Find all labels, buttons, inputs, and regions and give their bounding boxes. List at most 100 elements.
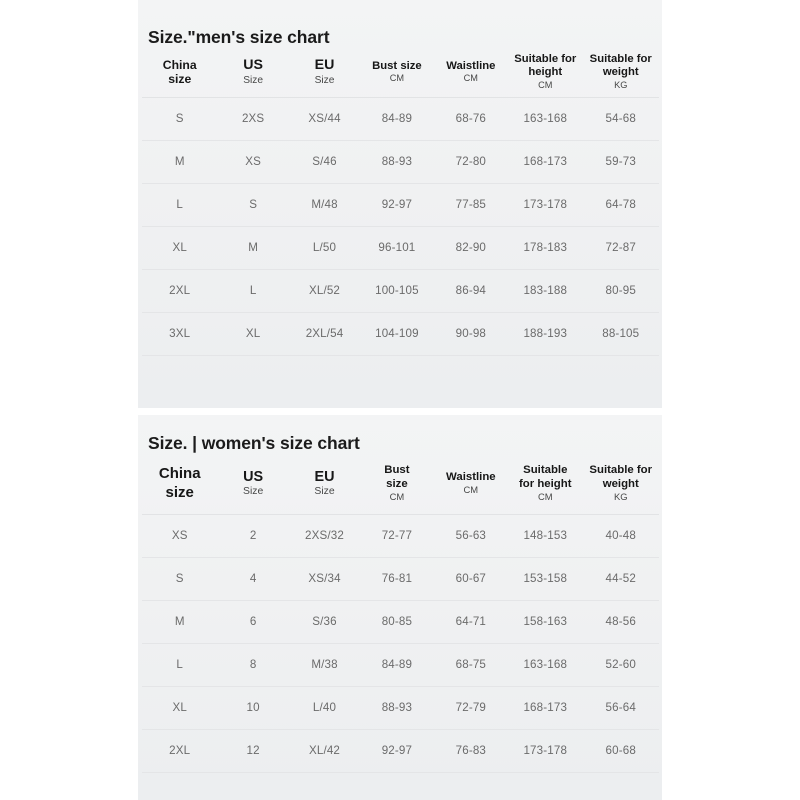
column-header-eu-size: EU Size <box>288 454 361 515</box>
cell-bust-size: 104-109 <box>360 312 434 356</box>
cell-us-size: 10 <box>217 686 289 730</box>
cell-suitable-for-weight: 52-60 <box>582 643 659 687</box>
cell-waistline: 72-79 <box>433 686 509 730</box>
cell-eu-size: XS/44 <box>288 97 361 141</box>
cell-china-size: XS <box>142 514 218 558</box>
table-row: XL M L/50 96-101 82-90 178-183 72-87 <box>142 226 659 270</box>
column-header-bust-size: Bust size CM <box>360 454 434 515</box>
cell-suitable-for-height: 168-173 <box>508 686 583 730</box>
cell-suitable-for-height: 188-193 <box>508 312 583 356</box>
column-header-eu-size: EU Size <box>288 48 361 98</box>
column-header-suitable-for-weight: Suitable for weight KG <box>582 454 659 515</box>
cell-china-size: L <box>142 183 218 227</box>
cell-bust-size: 72-77 <box>360 514 434 558</box>
cell-waistline: 82-90 <box>433 226 509 270</box>
cell-bust-size: 80-85 <box>360 600 434 644</box>
cell-suitable-for-height: 178-183 <box>508 226 583 270</box>
cell-waistline: 68-76 <box>433 97 509 141</box>
table-row: 2XL L XL/52 100-105 86-94 183-188 80-95 <box>142 269 659 313</box>
womens-table-body: XS 2 2XS/32 72-77 56-63 148-153 40-48 S 4 XS/34 76… <box>142 514 659 773</box>
table-row: XL 10 L/40 88-93 72-79 168-173 56-64 <box>142 686 659 730</box>
cell-bust-size: 92-97 <box>360 729 434 773</box>
table-row: S 4 XS/34 76-81 60-67 153-158 44-52 <box>142 557 659 601</box>
mens-size-table: China size US Size EU Size Bust size CM … <box>142 48 659 356</box>
cell-us-size: S <box>217 183 289 227</box>
cell-eu-size: L/50 <box>288 226 361 270</box>
cell-us-size: 12 <box>217 729 289 773</box>
cell-eu-size: XS/34 <box>288 557 361 601</box>
cell-bust-size: 92-97 <box>360 183 434 227</box>
column-header-waistline: Waistline CM <box>433 48 509 98</box>
column-header-waistline: Waistline CM <box>433 454 509 515</box>
cell-bust-size: 88-93 <box>360 686 434 730</box>
cell-suitable-for-weight: 56-64 <box>582 686 659 730</box>
cell-waistline: 76-83 <box>433 729 509 773</box>
cell-suitable-for-weight: 64-78 <box>582 183 659 227</box>
table-row: L 8 M/38 84-89 68-75 163-168 52-60 <box>142 643 659 687</box>
table-row: 2XL 12 XL/42 92-97 76-83 173-178 60-68 <box>142 729 659 773</box>
cell-eu-size: 2XL/54 <box>288 312 361 356</box>
cell-bust-size: 100-105 <box>360 269 434 313</box>
cell-china-size: S <box>142 557 218 601</box>
mens-table-header: China size US Size EU Size Bust size CM … <box>142 48 659 98</box>
cell-waistline: 56-63 <box>433 514 509 558</box>
column-header-bust-size: Bust size CM <box>360 48 434 98</box>
cell-suitable-for-height: 168-173 <box>508 140 583 184</box>
cell-eu-size: L/40 <box>288 686 361 730</box>
table-row: M 6 S/36 80-85 64-71 158-163 48-56 <box>142 600 659 644</box>
table-row: XS 2 2XS/32 72-77 56-63 148-153 40-48 <box>142 514 659 558</box>
cell-waistline: 77-85 <box>433 183 509 227</box>
cell-suitable-for-height: 148-153 <box>508 514 583 558</box>
womens-chart-title: Size. | women's size chart <box>148 433 360 453</box>
cell-suitable-for-weight: 44-52 <box>582 557 659 601</box>
cell-us-size: 4 <box>217 557 289 601</box>
cell-suitable-for-weight: 59-73 <box>582 140 659 184</box>
cell-us-size: XS <box>217 140 289 184</box>
cell-suitable-for-weight: 88-105 <box>582 312 659 356</box>
cell-china-size: 3XL <box>142 312 218 356</box>
cell-eu-size: M/48 <box>288 183 361 227</box>
cell-suitable-for-height: 173-178 <box>508 729 583 773</box>
mens-size-chart-panel: Size."men's size chart China size US Siz… <box>138 0 662 408</box>
cell-suitable-for-weight: 80-95 <box>582 269 659 313</box>
cell-china-size: M <box>142 140 218 184</box>
table-header-row: China size US Size EU Size Bust size CM … <box>142 48 659 98</box>
cell-suitable-for-height: 158-163 <box>508 600 583 644</box>
cell-china-size: 2XL <box>142 729 218 773</box>
cell-bust-size: 96-101 <box>360 226 434 270</box>
cell-suitable-for-height: 163-168 <box>508 97 583 141</box>
cell-waistline: 90-98 <box>433 312 509 356</box>
cell-suitable-for-height: 173-178 <box>508 183 583 227</box>
cell-us-size: XL <box>217 312 289 356</box>
cell-us-size: L <box>217 269 289 313</box>
cell-bust-size: 88-93 <box>360 140 434 184</box>
cell-china-size: XL <box>142 226 218 270</box>
column-header-suitable-for-height: Suitable for height CM <box>508 454 583 515</box>
table-row: S 2XS XS/44 84-89 68-76 163-168 54-68 <box>142 97 659 141</box>
cell-china-size: L <box>142 643 218 687</box>
table-row: L S M/48 92-97 77-85 173-178 64-78 <box>142 183 659 227</box>
mens-chart-title: Size."men's size chart <box>148 27 330 47</box>
cell-bust-size: 84-89 <box>360 643 434 687</box>
cell-suitable-for-weight: 48-56 <box>582 600 659 644</box>
cell-waistline: 64-71 <box>433 600 509 644</box>
mens-table-body: S 2XS XS/44 84-89 68-76 163-168 54-68 M XS S/46 88… <box>142 97 659 356</box>
cell-eu-size: XL/42 <box>288 729 361 773</box>
column-header-suitable-for-weight: Suitable for weight KG <box>582 48 659 98</box>
column-header-china-size: China size <box>142 454 218 515</box>
cell-us-size: 8 <box>217 643 289 687</box>
womens-table-header: China size US Size EU Size Bust size CM … <box>142 454 659 515</box>
cell-suitable-for-height: 153-158 <box>508 557 583 601</box>
cell-eu-size: S/36 <box>288 600 361 644</box>
cell-suitable-for-weight: 40-48 <box>582 514 659 558</box>
table-header-row: China size US Size EU Size Bust size CM … <box>142 454 659 515</box>
cell-us-size: 2XS <box>217 97 289 141</box>
cell-bust-size: 76-81 <box>360 557 434 601</box>
cell-eu-size: XL/52 <box>288 269 361 313</box>
cell-bust-size: 84-89 <box>360 97 434 141</box>
cell-china-size: XL <box>142 686 218 730</box>
cell-china-size: M <box>142 600 218 644</box>
cell-waistline: 86-94 <box>433 269 509 313</box>
table-row: 3XL XL 2XL/54 104-109 90-98 188-193 88-105 <box>142 312 659 356</box>
cell-suitable-for-weight: 54-68 <box>582 97 659 141</box>
